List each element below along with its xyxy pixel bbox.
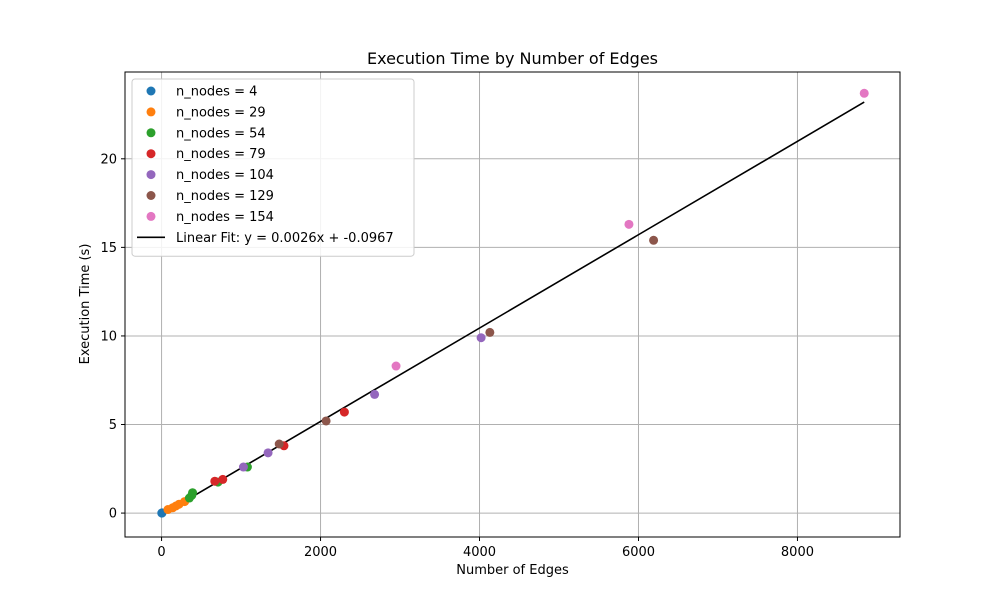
scatter-points bbox=[157, 88, 869, 518]
data-point bbox=[370, 389, 380, 399]
legend-marker bbox=[146, 149, 156, 159]
x-axis-label: Number of Edges bbox=[456, 563, 569, 578]
legend: n_nodes = 4 n_nodes = 29 n_nodes = 54 n_nod… bbox=[131, 78, 415, 257]
x-tick-label: 2000 bbox=[304, 545, 337, 560]
chart-title: Execution Time by Number of Edges bbox=[367, 49, 658, 68]
legend-label: n_nodes = 129 bbox=[176, 189, 274, 204]
series-4 bbox=[238, 333, 486, 472]
y-tick-label: 0 bbox=[109, 507, 117, 522]
legend-marker bbox=[146, 211, 156, 221]
y-axis-label: Execution Time (s) bbox=[78, 244, 93, 365]
legend-marker bbox=[146, 107, 156, 117]
legend-marker bbox=[146, 191, 156, 200]
y-tick-label: 5 bbox=[109, 418, 117, 433]
legend-item: n_nodes = 79 bbox=[146, 147, 266, 162]
data-point bbox=[263, 448, 273, 458]
legend-label: n_nodes = 54 bbox=[176, 126, 266, 141]
series-6 bbox=[391, 88, 869, 371]
data-point bbox=[859, 88, 869, 98]
legend-item: n_nodes = 54 bbox=[146, 126, 266, 141]
legend-label: n_nodes = 79 bbox=[176, 147, 266, 162]
legend-item: n_nodes = 154 bbox=[146, 210, 274, 225]
x-tick-label: 8000 bbox=[781, 545, 814, 560]
data-point bbox=[476, 333, 486, 343]
data-point bbox=[485, 327, 495, 337]
x-tick-label: 4000 bbox=[463, 545, 496, 560]
x-tick-label: 0 bbox=[157, 545, 165, 560]
x-axis-ticks: 0 2000 4000 6000 8000 bbox=[157, 537, 814, 560]
data-point bbox=[339, 407, 349, 417]
data-point bbox=[210, 476, 220, 486]
data-point bbox=[321, 416, 331, 426]
data-point bbox=[188, 488, 198, 498]
y-tick-label: 20 bbox=[100, 152, 117, 167]
legend-label: n_nodes = 104 bbox=[176, 168, 274, 183]
data-point bbox=[649, 235, 659, 245]
data-point bbox=[274, 439, 284, 449]
legend-marker bbox=[146, 128, 156, 138]
y-tick-label: 15 bbox=[100, 241, 117, 256]
plot-frame bbox=[124, 71, 901, 538]
y-axis-ticks: 0 5 10 15 20 bbox=[100, 152, 125, 522]
legend-item: Linear Fit: y = 0.0026x + -0.0967 bbox=[137, 231, 394, 246]
legend-item: n_nodes = 129 bbox=[146, 189, 274, 204]
legend-item: n_nodes = 104 bbox=[146, 168, 274, 183]
series-5 bbox=[274, 235, 659, 449]
legend-label: n_nodes = 154 bbox=[176, 210, 274, 225]
data-point bbox=[238, 462, 248, 472]
legend-item: n_nodes = 4 bbox=[146, 85, 257, 100]
legend-label: Linear Fit: y = 0.0026x + -0.0967 bbox=[176, 231, 394, 246]
legend-box bbox=[131, 78, 415, 257]
data-point bbox=[218, 474, 228, 484]
y-tick-label: 10 bbox=[100, 329, 117, 344]
legend-label: n_nodes = 4 bbox=[176, 85, 257, 100]
data-point bbox=[624, 219, 634, 229]
x-tick-label: 6000 bbox=[622, 545, 655, 560]
legend-item: n_nodes = 29 bbox=[146, 105, 266, 120]
legend-marker bbox=[146, 86, 156, 96]
data-point bbox=[391, 361, 401, 371]
legend-marker bbox=[146, 170, 156, 180]
legend-label: n_nodes = 29 bbox=[176, 105, 266, 120]
